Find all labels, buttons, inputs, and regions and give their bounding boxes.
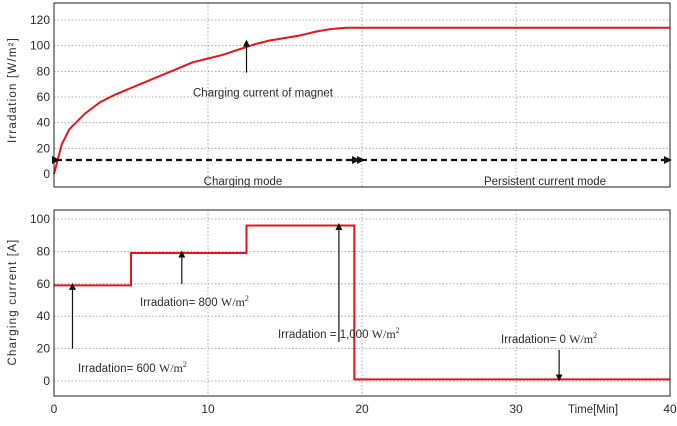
x-tick-label: 0	[51, 402, 58, 416]
irradiation-panel: 20 40 60 80 100 120 0 Irradation [W/m²] Chargi…	[7, 2, 672, 188]
y-tick-label: 100	[30, 212, 50, 226]
bottom-frame	[53, 209, 671, 397]
y-tick-label: 60	[37, 277, 51, 291]
y-tick-label: 120	[30, 13, 50, 27]
bottom-series-layer	[54, 224, 670, 381]
x-axis-label: Time[Min]	[568, 404, 618, 416]
y-tick-label: 0	[43, 167, 50, 181]
top-y-axis-unit: [W/m²]	[7, 37, 19, 78]
bottom-tick-labels: 0 20 40 60 80 100 0 10 20 30 40	[30, 212, 677, 416]
series-line	[53, 26, 670, 175]
top-frame	[53, 2, 671, 188]
x-tick-label: 30	[509, 402, 523, 416]
charging-mode-label: Charging mode	[204, 176, 283, 188]
annotation-text: Irradation= 0 W/m2	[501, 331, 597, 346]
bottom-y-axis-label: Charging current [A]	[7, 239, 19, 366]
y-tick-label: 80	[37, 64, 51, 78]
annotation-text: Irradation = 1,000 W/m2	[278, 326, 400, 341]
charging-current-panel: 0 20 40 60 80 100 0 10 20 30 40 Charging current […	[7, 209, 677, 416]
plot-frame	[53, 2, 671, 188]
y-tick-label: 40	[37, 116, 51, 130]
annotation-text: Irradation= 600 W/m2	[78, 360, 187, 375]
y-tick-label: 40	[37, 309, 51, 323]
top-tick-labels: 20 40 60 80 100 120 0	[30, 13, 50, 181]
bottom-annotations: Irradation= 600 W/m2 Irradation= 800 W/m2…	[68, 222, 597, 382]
top-grid	[54, 3, 670, 187]
y-tick-label: 80	[37, 244, 51, 258]
series-line	[54, 224, 670, 381]
mode-arrows: Charging mode Persistent current mode	[52, 156, 672, 188]
y-tick-label: 20	[37, 342, 51, 356]
x-tick-label: 10	[201, 402, 215, 416]
top-y-axis-label: Irradation [W/m²]	[7, 37, 19, 143]
persistent-mode-label: Persistent current mode	[484, 176, 606, 188]
bottom-y-axis-unit: [A]	[7, 239, 19, 257]
x-tick-label: 40	[663, 402, 677, 416]
bottom-grid	[54, 210, 670, 396]
plot-frame	[53, 209, 671, 397]
x-tick-label: 20	[355, 402, 369, 416]
y-tick-label: 20	[37, 141, 51, 155]
y-tick-label: 60	[37, 90, 51, 104]
y-tick-label: 100	[30, 39, 50, 53]
annotation-text: Charging current of magnet	[193, 87, 334, 99]
top-annotations: Charging current of magnet	[193, 39, 334, 99]
top-series-layer	[53, 26, 670, 175]
annotation-text: Irradation= 800 W/m2	[140, 294, 249, 309]
y-tick-label: 0	[43, 374, 50, 388]
